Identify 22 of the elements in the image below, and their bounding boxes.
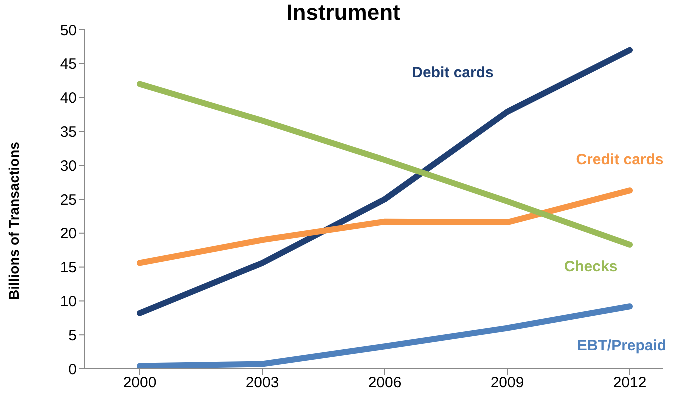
y-tick-label: 30 [60,158,77,175]
x-tick-label: 2006 [368,374,402,392]
text: Credit cards [576,152,664,168]
series-label: EBT/Prepaid [577,338,667,354]
y-tick-label: 40 [60,90,77,108]
x-tick-label: 2000 [123,374,157,392]
y-tick-label: 20 [60,226,77,243]
y-tick-label: 5 [68,327,77,344]
y-tick-label: 10 [60,294,77,311]
y-tick-label: 0 [68,361,77,378]
text: Debit cards [412,64,494,82]
y-tick-label: 45 [60,56,77,74]
y-tick-label: 50 [60,22,77,40]
y-axis-title: Billions of Transactions [6,142,22,300]
y-tick-label: 35 [60,124,77,142]
x-tick-label: 2012 [613,374,647,392]
x-tick-label: 2003 [246,374,280,392]
y-tick-label: 25 [60,192,77,209]
x-tick-label: 2009 [490,374,524,392]
series-label: Checks [564,258,618,276]
y-tick-label: 15 [60,260,77,277]
chart-title: Instrument [286,0,400,25]
